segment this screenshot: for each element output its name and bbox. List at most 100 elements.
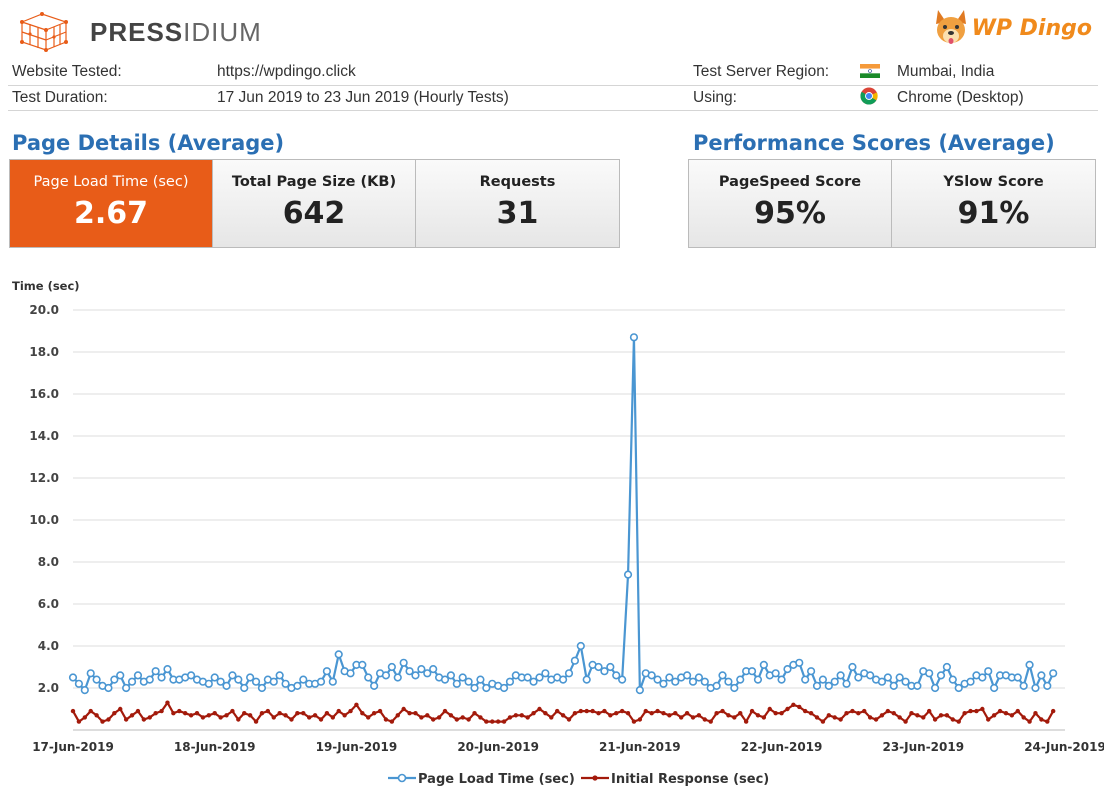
data-point — [700, 677, 709, 686]
data-point — [1003, 711, 1009, 716]
data-point — [671, 677, 680, 686]
data-point — [802, 708, 808, 714]
performance-boxes: PageSpeed Score 95% YSlow Score 91% — [688, 159, 1096, 248]
legend-item: Page Load Time (sec) — [388, 772, 575, 787]
data-point — [133, 671, 143, 680]
y-tick-label: 16.0 — [29, 387, 59, 401]
data-point — [318, 717, 324, 722]
pagespeed-label: PageSpeed Score — [718, 174, 862, 190]
data-point — [1025, 660, 1034, 670]
data-point — [348, 708, 353, 714]
data-point — [891, 711, 896, 716]
data-point — [702, 717, 708, 722]
pagespeed-value: 95% — [754, 196, 826, 231]
pagespeed-box: PageSpeed Score 95% — [689, 160, 892, 247]
data-point — [572, 711, 578, 716]
data-point — [490, 719, 495, 724]
data-point — [932, 717, 938, 722]
data-point — [1050, 708, 1056, 714]
data-point — [269, 677, 278, 686]
data-point — [448, 713, 454, 718]
data-point — [736, 675, 745, 684]
data-point — [991, 713, 997, 718]
yslow-box: YSlow Score 91% — [892, 160, 1095, 247]
data-point — [576, 641, 585, 651]
data-point — [523, 673, 532, 682]
data-point — [1037, 671, 1046, 680]
data-point — [218, 715, 223, 720]
data-point — [678, 715, 684, 720]
data-point — [830, 677, 839, 686]
data-point — [251, 677, 261, 686]
data-point — [104, 683, 113, 693]
data-point — [505, 677, 515, 686]
data-point — [460, 715, 465, 720]
data-point — [653, 675, 662, 684]
data-point — [464, 677, 473, 686]
data-point — [346, 669, 355, 678]
data-point — [791, 702, 796, 707]
data-point — [163, 665, 172, 674]
data-point — [92, 675, 101, 684]
data-point — [665, 673, 674, 682]
data-point — [383, 717, 389, 722]
data-point — [812, 681, 822, 691]
data-point — [590, 708, 595, 714]
data-point — [732, 715, 737, 720]
data-point — [726, 713, 731, 718]
data-point — [608, 713, 613, 718]
y-tick-label: 10.0 — [29, 513, 59, 527]
data-point — [289, 717, 294, 722]
data-point — [188, 713, 194, 718]
data-point — [122, 683, 131, 693]
data-point — [997, 708, 1003, 714]
data-point — [377, 708, 383, 714]
data-point — [747, 667, 757, 676]
data-point — [1019, 681, 1028, 691]
region-label: Test Server Region: — [693, 63, 830, 80]
data-point — [507, 715, 513, 720]
data-point — [230, 708, 235, 714]
data-point — [253, 719, 259, 724]
data-point — [100, 719, 105, 724]
data-point — [785, 706, 790, 712]
brand-right-text: WP Dingo — [971, 15, 1092, 41]
data-point — [271, 715, 276, 720]
data-point — [848, 662, 857, 672]
data-point — [761, 715, 767, 720]
data-point — [387, 662, 396, 672]
data-point — [818, 675, 828, 684]
data-point — [936, 671, 946, 680]
data-point — [194, 711, 200, 716]
data-point — [560, 713, 566, 718]
y-tick-label: 6.0 — [38, 597, 59, 611]
x-tick-label: 23-Jun-2019 — [882, 740, 964, 754]
data-point — [240, 683, 249, 693]
data-point — [1045, 719, 1050, 724]
data-point — [112, 711, 117, 716]
data-point — [659, 679, 668, 688]
data-point — [862, 708, 867, 714]
data-point — [1009, 713, 1015, 718]
x-tick-label: 22-Jun-2019 — [741, 740, 823, 754]
data-point — [873, 717, 879, 722]
data-point — [866, 671, 875, 680]
data-point — [749, 708, 755, 714]
data-point — [389, 719, 395, 724]
data-point — [708, 719, 713, 724]
data-point — [265, 708, 271, 714]
data-point — [614, 711, 619, 716]
data-point — [549, 715, 554, 720]
data-point — [210, 673, 219, 682]
data-point — [771, 669, 780, 678]
data-point — [234, 675, 243, 684]
data-point — [301, 711, 306, 716]
data-point — [913, 681, 922, 691]
page-size-label: Total Page Size (KB) — [231, 174, 397, 190]
data-point — [714, 711, 719, 716]
data-point — [1043, 681, 1052, 691]
data-point — [974, 708, 979, 714]
y-axis-label: Time (sec) — [12, 279, 80, 293]
y-tick-label: 12.0 — [29, 471, 59, 485]
data-point — [306, 715, 312, 720]
